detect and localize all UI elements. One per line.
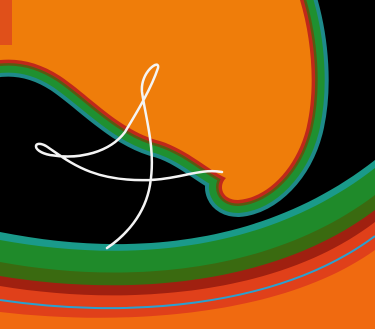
page: (() => { const data = JSON.parse(documen… <box>0 0 375 329</box>
simulation-view <box>0 0 375 329</box>
corner-red <box>0 0 12 45</box>
